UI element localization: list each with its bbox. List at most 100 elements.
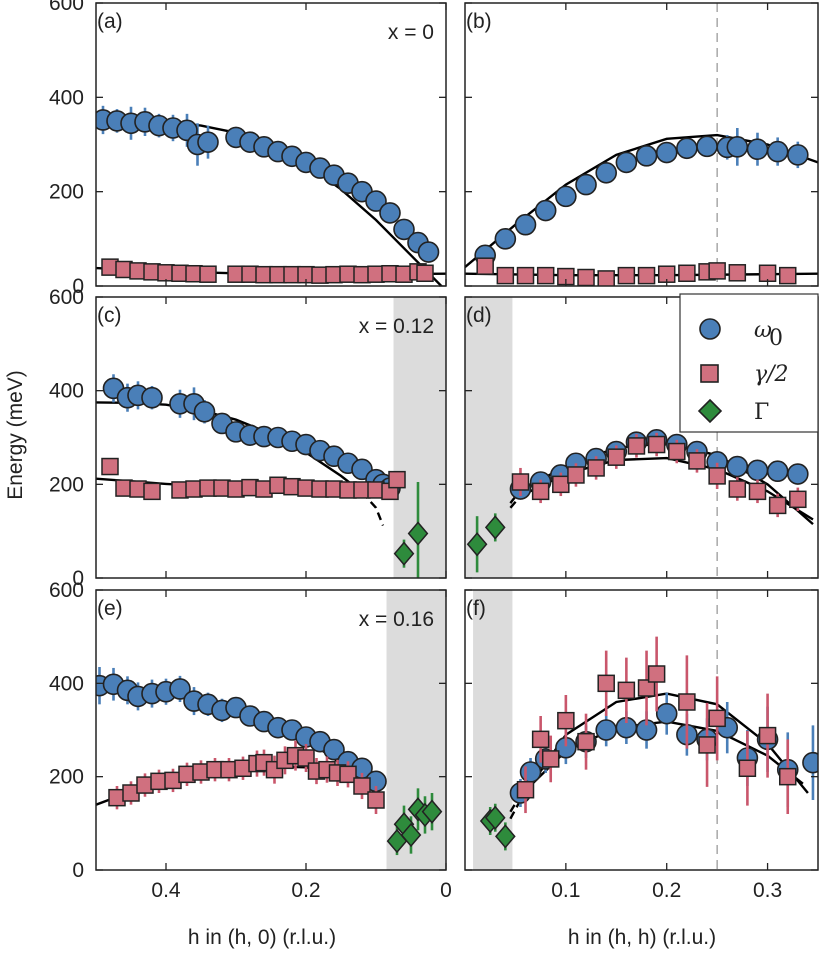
y-tick-label: 600	[49, 286, 84, 309]
y-tick-label: 0	[72, 567, 84, 590]
series-square	[516, 636, 797, 814]
data-point-circle	[635, 145, 658, 167]
x-tick-label: 0.3	[753, 879, 782, 902]
plot-frame	[95, 296, 447, 579]
data-point-square	[617, 681, 636, 700]
data-point-square	[748, 482, 767, 501]
data-point-square	[577, 732, 595, 751]
doping-label: x = 0.12	[359, 315, 434, 338]
panel-label: (a)	[97, 10, 123, 33]
data-point-circle	[655, 702, 678, 725]
data-point-circle	[365, 190, 387, 212]
data-point-diamond	[421, 799, 443, 824]
data-point-square	[476, 257, 494, 275]
data-point-square	[567, 466, 585, 484]
data-point-square	[416, 264, 434, 283]
series-diamond	[479, 803, 516, 851]
data-point-square	[647, 435, 666, 454]
data-point-circle	[555, 185, 577, 208]
panel-b: (b)	[464, 2, 819, 287]
data-point-square	[541, 750, 560, 768]
y-tick-label: 400	[49, 86, 84, 109]
data-point-square	[738, 759, 757, 778]
y-tick-label: 200	[49, 473, 84, 496]
data-point-circle	[169, 678, 191, 700]
x-tick-label: 0.2	[652, 879, 681, 902]
data-point-circle	[766, 460, 789, 483]
data-point-diamond	[495, 824, 516, 849]
data-point-square	[516, 266, 535, 285]
y-tick-label: 400	[49, 380, 84, 403]
legend-label-Gamma: Γ	[754, 400, 769, 425]
data-point-square	[637, 266, 656, 285]
data-point-square	[557, 711, 575, 730]
series-square	[476, 257, 797, 286]
data-point-circle	[595, 162, 618, 184]
data-point-square	[511, 473, 530, 491]
plot-area	[96, 590, 446, 870]
data-point-square	[597, 674, 615, 693]
y-axis-title: Energy (meV)	[4, 370, 27, 500]
panel-a: 0 200 400 600 (a) x = 0	[49, 0, 447, 298]
plot-area	[465, 3, 818, 286]
data-point-circle	[514, 213, 537, 236]
legend: ω 0 γ/2 Γ	[679, 293, 819, 433]
data-point-circle	[534, 199, 557, 222]
series-diamond	[466, 513, 506, 573]
data-point-square	[143, 482, 161, 501]
data-point-square	[617, 266, 636, 285]
legend-sub-omega0: 0	[769, 326, 783, 351]
data-point-square	[758, 726, 777, 745]
data-point-circle	[787, 463, 809, 485]
data-point-circle	[141, 386, 163, 409]
series-circle	[96, 667, 387, 793]
data-point-square	[637, 679, 656, 697]
data-point-diamond	[407, 521, 429, 546]
y-tick-label: 600	[49, 579, 84, 602]
data-point-square	[388, 470, 406, 489]
x-tick-label: 0.2	[291, 879, 320, 902]
data-point-square	[789, 490, 807, 509]
panel-e: 0 200 400 600 0.4 0.2 0 (e) x = 0.16	[49, 579, 452, 902]
plot-area	[465, 297, 814, 578]
panel-label: (e)	[97, 597, 123, 620]
data-point-circle	[696, 135, 718, 158]
x-axis-title-left: h in (h, 0) (r.l.u.)	[188, 926, 336, 949]
y-tick-label: 200	[49, 181, 84, 204]
legend-item-gamma: γ/2	[700, 362, 789, 387]
data-point-circle	[379, 202, 401, 224]
plot-area	[473, 590, 818, 870]
data-point-circle	[802, 751, 818, 774]
data-point-circle	[595, 719, 618, 741]
x-tick-label: 0.1	[551, 879, 580, 902]
y-tick-label: 400	[49, 672, 84, 695]
data-point-square	[587, 459, 605, 477]
data-point-diamond	[400, 822, 422, 848]
doping-label: x = 0.16	[359, 608, 434, 631]
data-point-square	[577, 268, 595, 286]
series-square	[511, 432, 807, 518]
legend-label-gamma: γ/2	[754, 362, 789, 387]
data-point-circle	[417, 241, 440, 263]
y-tick-label: 600	[49, 0, 84, 15]
chart-panels: 0 200 400 600 (a) x = 0 (b) 0 200 400 600 (c) x = 0.…	[49, 0, 819, 902]
doping-label: x = 0	[388, 21, 434, 44]
shaded-region	[465, 297, 513, 578]
plot-frame	[464, 589, 819, 871]
data-point-square	[708, 709, 726, 728]
data-point-square	[496, 266, 515, 285]
panel-c: 0 200 400 600 (c) x = 0.12	[49, 286, 447, 590]
data-point-diamond	[484, 805, 506, 830]
panel-label: (f)	[466, 597, 486, 620]
plot-frame	[464, 296, 819, 579]
data-point-square	[698, 736, 716, 754]
legend-circle-marker	[699, 318, 721, 340]
panel-label: (d)	[466, 304, 492, 327]
legend-square-marker	[700, 364, 719, 383]
data-point-circle	[197, 131, 219, 153]
data-point-square	[353, 777, 371, 795]
y-tick-label: 0	[72, 275, 84, 298]
plot-area	[96, 105, 446, 286]
data-point-square	[708, 262, 726, 280]
